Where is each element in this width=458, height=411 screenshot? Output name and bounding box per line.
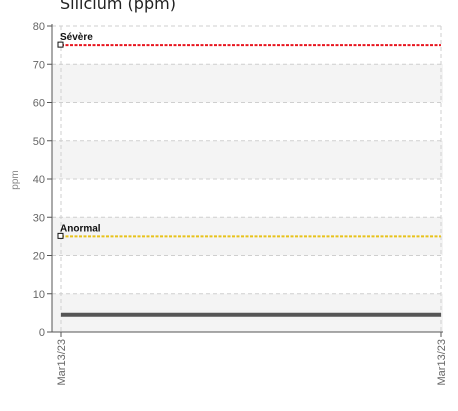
x-tick-label: Mar13/23 [56,339,68,385]
y-tick-label: 80 [33,21,45,33]
y-tick-label: 60 [33,98,45,110]
threshold-marker [57,41,64,48]
threshold-label: Anormal [60,223,101,234]
threshold-marker [57,232,64,239]
y-axis-label: ppm [10,170,21,189]
chart-title: Silicium (ppm) [60,0,176,13]
y-tick-label: 10 [33,289,45,301]
grid-band [52,140,443,179]
y-tick-label: 0 [39,327,45,339]
y-tick-label: 70 [33,59,45,71]
threshold-label: Sévère [60,32,93,43]
y-tick-label: 30 [33,212,45,224]
y-tick-label: 50 [33,136,45,148]
x-tick-label: Mar13/23 [436,339,448,385]
grid-band [52,64,443,103]
y-tick-label: 40 [33,174,45,186]
y-tick-label: 20 [33,251,45,263]
